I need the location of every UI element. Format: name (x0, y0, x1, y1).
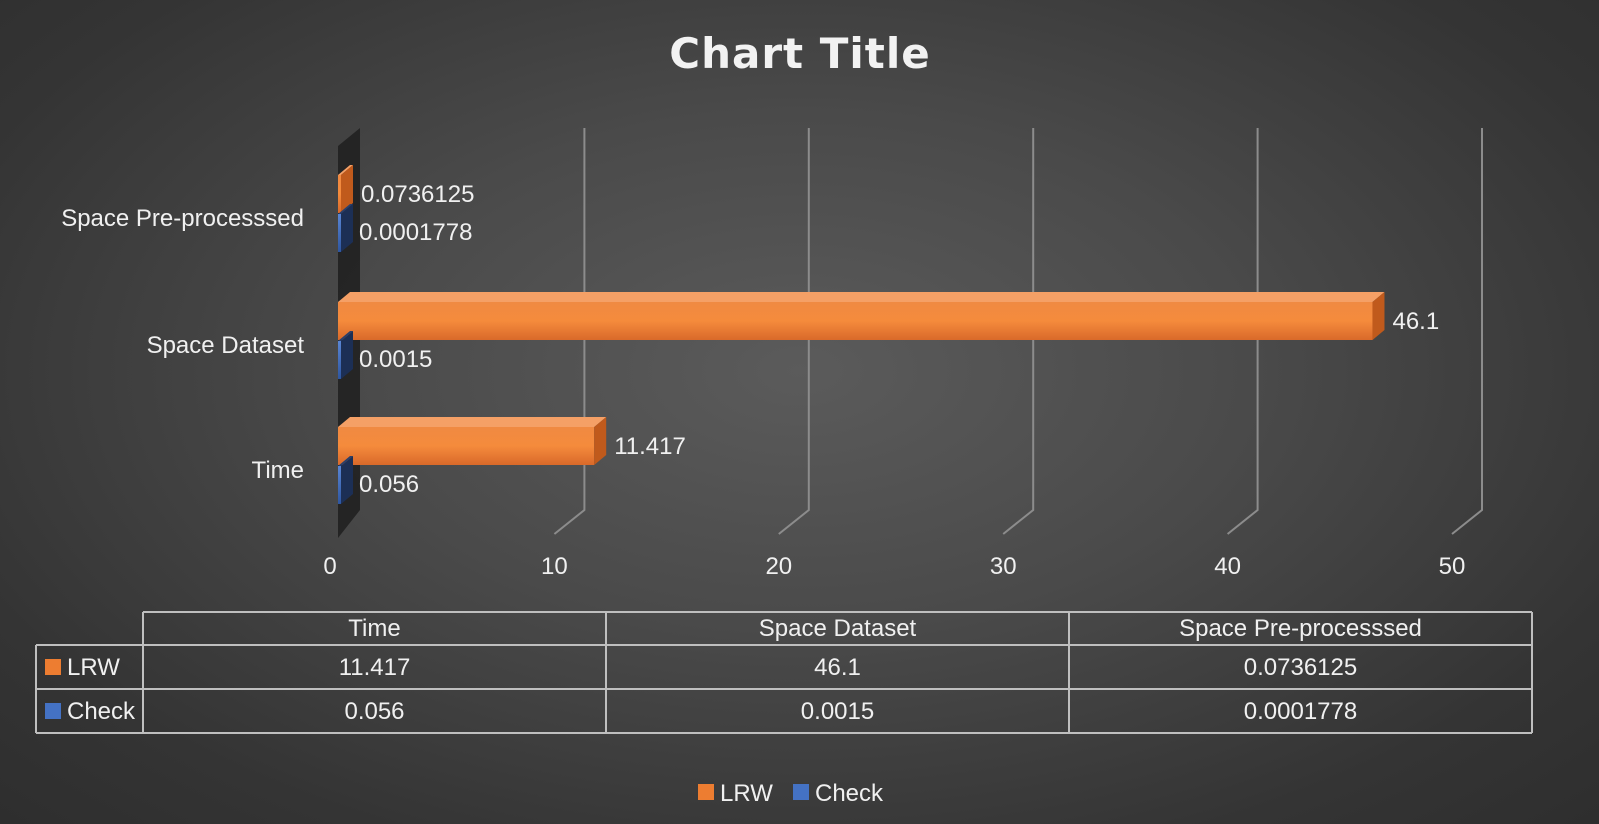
bar-lrw-top (338, 417, 607, 427)
bar-check-side (341, 331, 353, 379)
table-legend-key (45, 703, 61, 719)
x-tick-label: 40 (1214, 553, 1241, 580)
data-label-check: 0.056 (359, 471, 419, 498)
bars (338, 165, 1385, 504)
bar-check-front (338, 214, 341, 252)
bar-check-side (341, 456, 353, 504)
legend-key-check (793, 784, 809, 800)
table-cell: 0.0001778 (1244, 698, 1357, 725)
gridline (1002, 128, 1035, 535)
table-cell: 0.0015 (801, 698, 874, 725)
bar-lrw-top (338, 292, 1385, 302)
data-table: Time Space Dataset Space Pre-processsed LRW… (35, 611, 1533, 734)
bar-check (338, 456, 353, 504)
bar-check-front (338, 466, 341, 504)
data-label-lrw: 0.0736125 (361, 181, 474, 208)
bar-lrw (338, 417, 607, 465)
bar-lrw-top (338, 165, 353, 175)
legend: LRW Check (698, 780, 884, 807)
gridline (1226, 128, 1259, 535)
table-cell: 0.056 (344, 698, 404, 725)
data-label-check: 0.0001778 (359, 219, 472, 246)
bar-check-side (341, 204, 353, 252)
x-tick-label: 30 (990, 553, 1017, 580)
category-label: Time (252, 457, 304, 484)
legend-label-check: Check (815, 780, 884, 807)
table-cell: 11.417 (339, 654, 411, 681)
table-cell: 0.0736125 (1244, 654, 1357, 681)
bar-lrw (338, 165, 353, 213)
bar-check-top (338, 204, 353, 214)
category-label: Space Dataset (147, 332, 305, 359)
bar-check (338, 331, 353, 379)
bar-lrw-front (338, 427, 595, 465)
bar-lrw (338, 292, 1385, 340)
data-label-lrw: 11.417 (614, 433, 686, 460)
gridlines (553, 128, 1483, 535)
table-header-cell: Time (348, 615, 400, 642)
bar-check-top (338, 331, 353, 341)
gridline (1451, 128, 1483, 535)
x-tick-label: 0 (323, 553, 336, 580)
data-label-lrw: 46.1 (1392, 308, 1439, 335)
legend-label-lrw: LRW (720, 780, 773, 807)
gridline (553, 128, 586, 535)
bar-lrw-front (338, 175, 341, 213)
chart-title: Chart Title (669, 29, 930, 78)
table-row-header: Check (67, 698, 136, 725)
legend-key-lrw (698, 784, 714, 800)
data-label-check: 0.0015 (359, 346, 432, 373)
bar-lrw-front (338, 302, 1373, 340)
table-cell: 46.1 (814, 654, 861, 681)
bar-check (338, 204, 353, 252)
table-header-cell: Space Dataset (759, 615, 917, 642)
bar-lrw-side (594, 417, 607, 465)
bar-lrw-side (1372, 292, 1385, 340)
x-tick-label: 50 (1439, 553, 1466, 580)
table-header-cell: Space Pre-processsed (1179, 615, 1422, 642)
bar-check-front (338, 341, 341, 379)
category-label: Space Pre-processsed (61, 205, 304, 232)
x-tick-label: 20 (765, 553, 792, 580)
labels: 0 10 20 30 40 50 Time 11.417 0.056 Space Dataset 4… (61, 181, 1465, 580)
x-tick-label: 10 (541, 553, 568, 580)
table-legend-key (45, 659, 61, 675)
table-row-header: LRW (67, 654, 120, 681)
bar-check-top (338, 456, 353, 466)
gridline (778, 128, 810, 535)
bar-lrw-side (341, 165, 353, 213)
